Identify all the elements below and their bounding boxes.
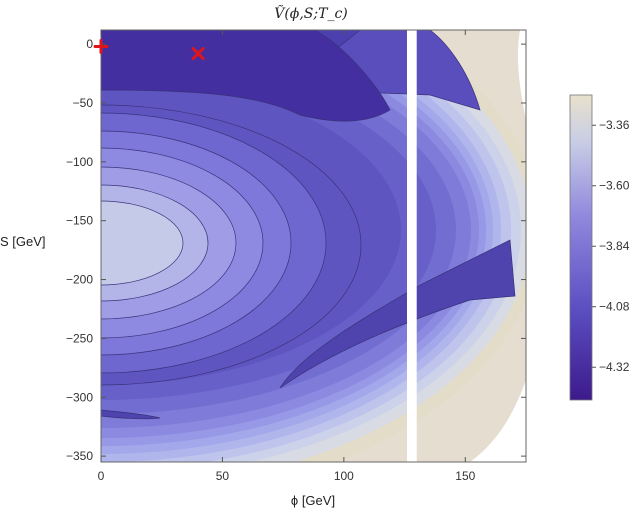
y-tick-label: −250 bbox=[66, 331, 93, 345]
colorbar-gradient bbox=[569, 94, 593, 401]
y-tick-label: −100 bbox=[66, 155, 93, 169]
x-tick-label: 100 bbox=[334, 469, 354, 483]
colorbar-tick-label: −3.36 bbox=[599, 118, 630, 132]
x-axis: 0 50 100 150 bbox=[98, 30, 476, 483]
y-tick-label: −350 bbox=[66, 449, 93, 463]
contour-edge bbox=[470, 380, 526, 462]
colorbar-tick-label: −4.32 bbox=[599, 360, 630, 374]
y-axis: 0 −50 −100 −150 −200 −250 −300 −350 bbox=[66, 37, 526, 463]
colorbar-tick-label: −3.60 bbox=[599, 179, 630, 193]
vertical-gap bbox=[407, 30, 417, 462]
contour-edge bbox=[517, 30, 526, 120]
y-tick-label: 0 bbox=[86, 37, 93, 51]
x-axis-label: ϕ [GeV] bbox=[291, 493, 335, 508]
colorbar-tick-label: −4.08 bbox=[599, 300, 630, 314]
cross-marker bbox=[191, 47, 205, 61]
contour-band bbox=[101, 30, 391, 122]
y-tick-label: −50 bbox=[73, 96, 94, 110]
y-tick-label: −300 bbox=[66, 390, 93, 404]
chart-title: Ṽ(ϕ,S;T_c) bbox=[274, 4, 348, 22]
y-axis-label: S [GeV] bbox=[0, 234, 46, 249]
y-tick-label: −150 bbox=[66, 214, 93, 228]
colorbar bbox=[569, 94, 593, 401]
x-tick-label: 50 bbox=[216, 469, 230, 483]
contour-band bbox=[101, 200, 184, 286]
x-tick-label: 150 bbox=[455, 469, 475, 483]
y-tick-label: −200 bbox=[66, 273, 93, 287]
contour-band bbox=[101, 409, 161, 420]
contour-field bbox=[101, 30, 526, 462]
colorbar-tick-label: −3.84 bbox=[599, 239, 630, 253]
contour-band bbox=[279, 239, 516, 389]
x-tick-label: 0 bbox=[98, 469, 105, 483]
plot-frame bbox=[100, 29, 527, 463]
markers bbox=[93, 38, 205, 61]
colorbar-ticks: −3.36 −3.60 −3.84 −4.08 −4.32 bbox=[592, 118, 630, 374]
